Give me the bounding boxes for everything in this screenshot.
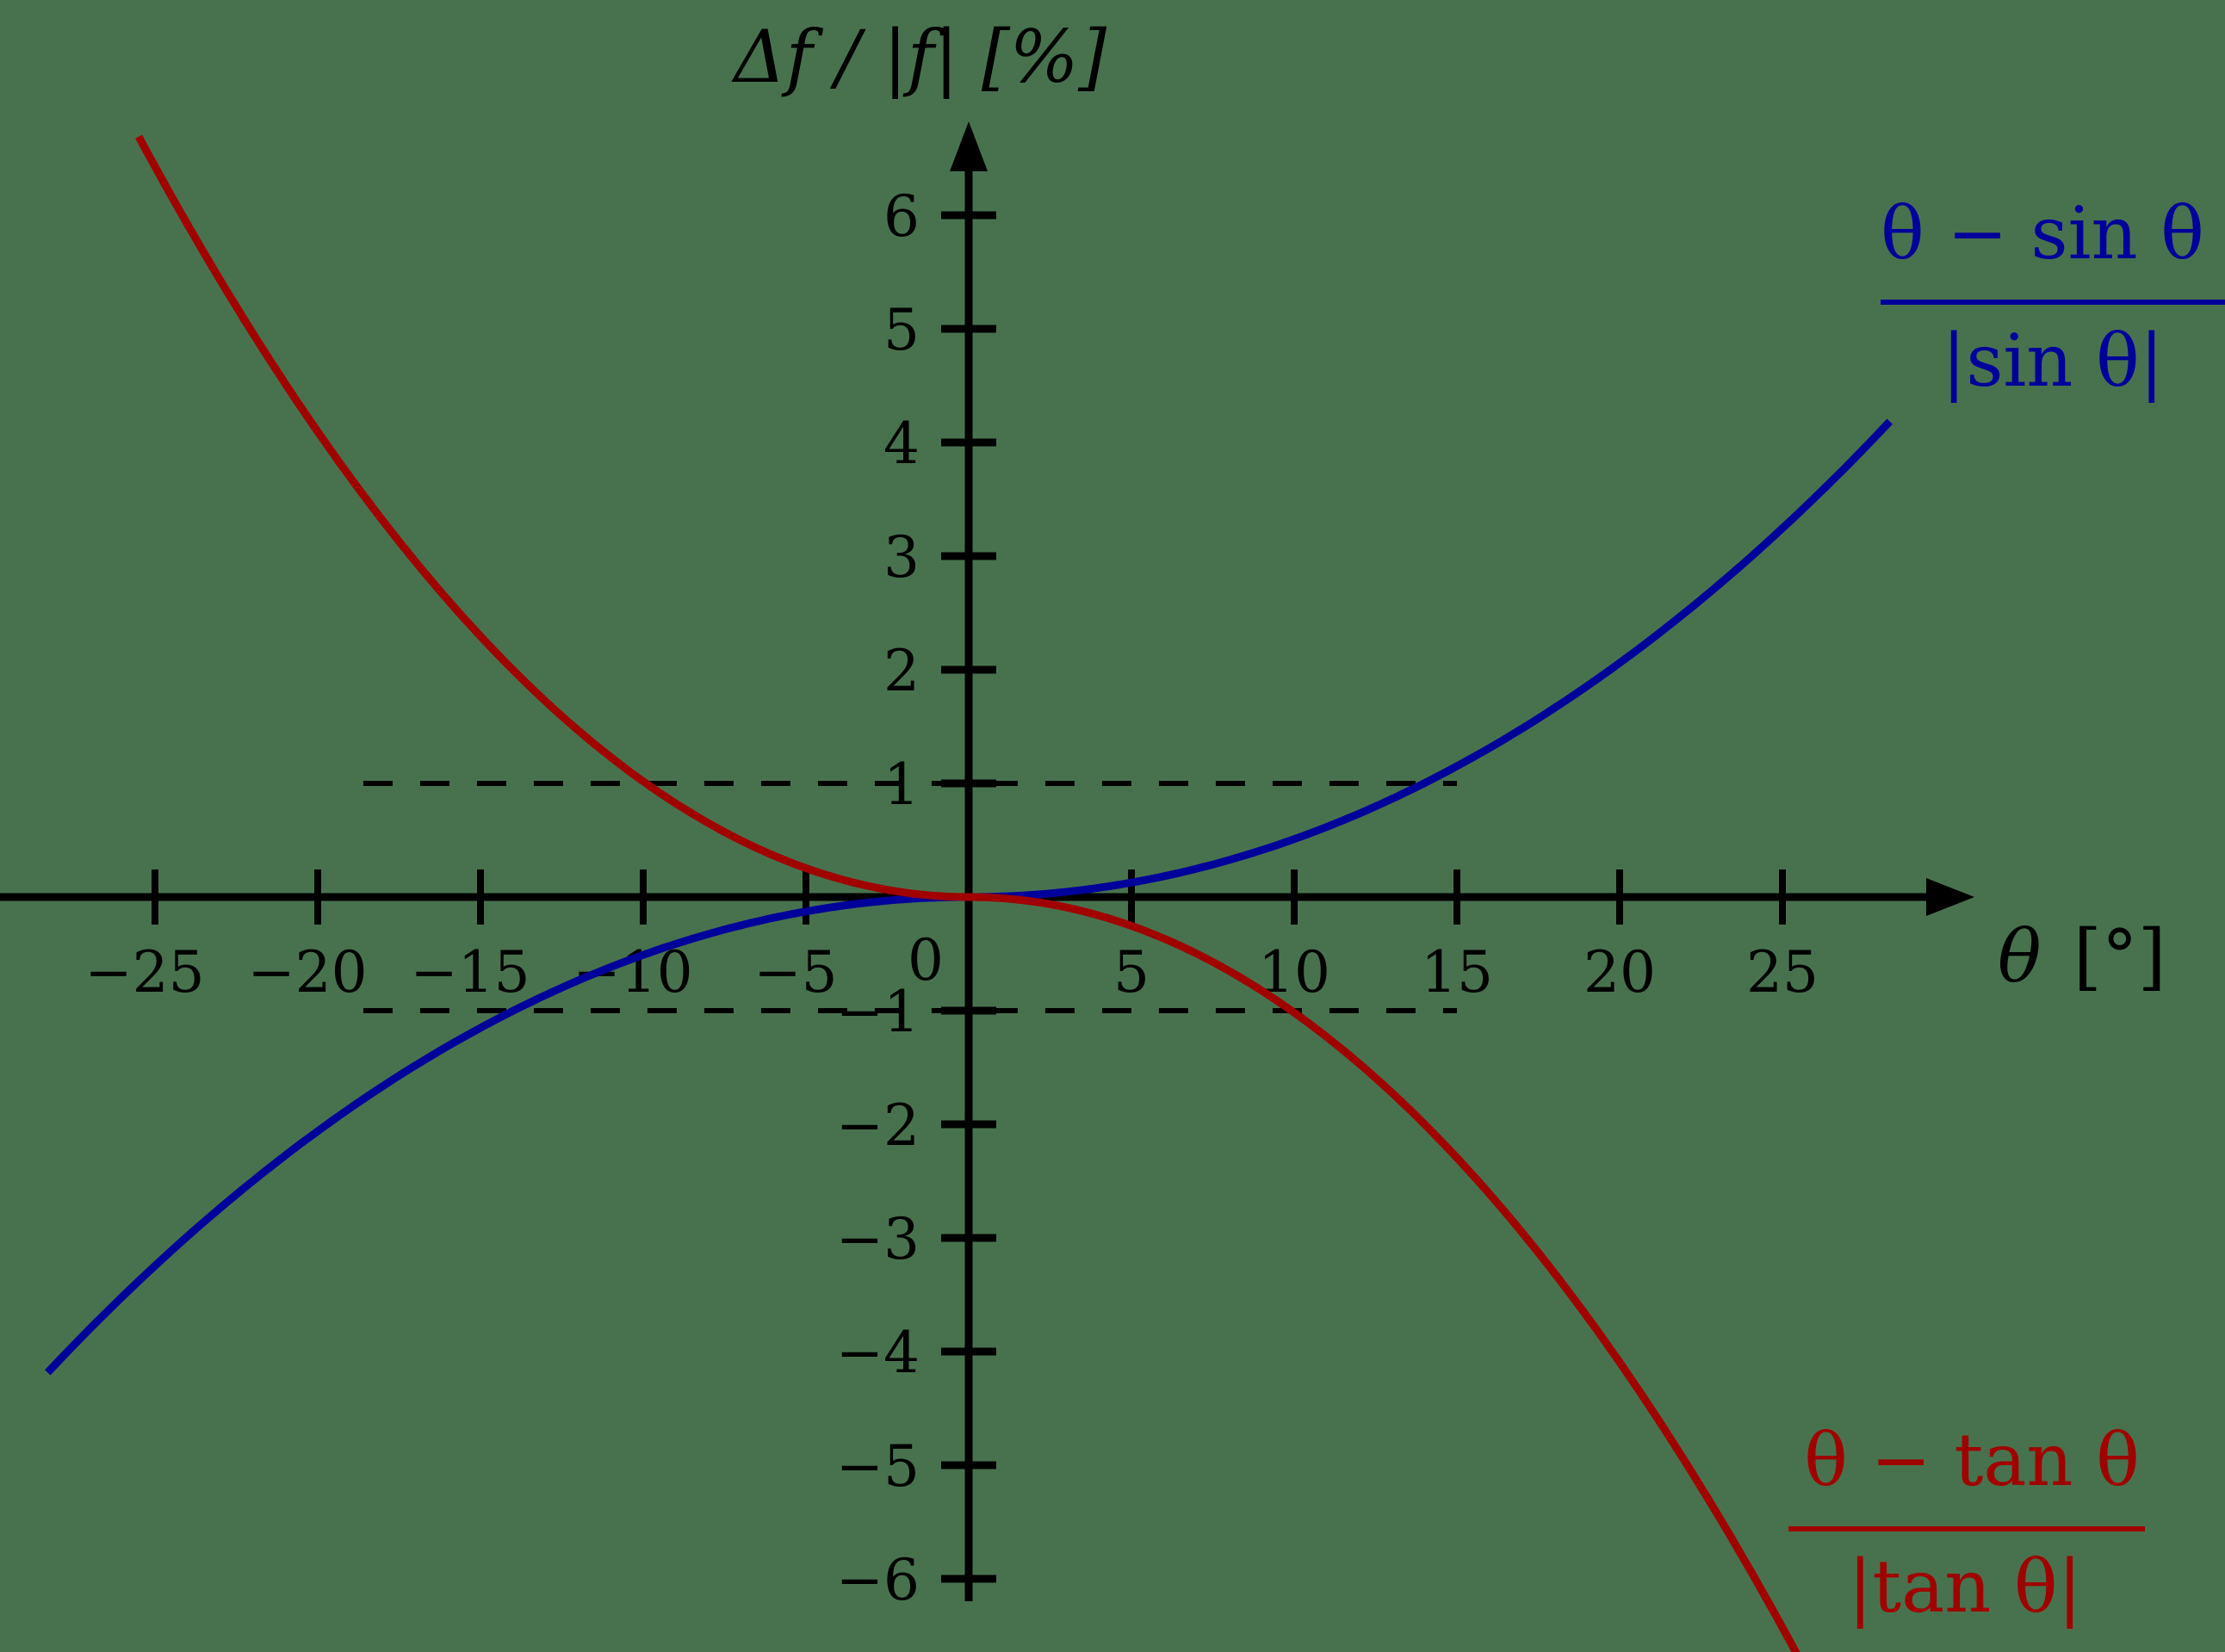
x-tick-label: 25	[1746, 939, 1819, 1005]
x-axis-arrow-icon	[1926, 878, 1974, 916]
y-tick-label: −2	[836, 1092, 920, 1159]
y-axis-title: Δf / |f| [%]	[731, 15, 1106, 99]
y-tick-label: 1	[883, 752, 920, 818]
x-axis-title-theta: θ	[1998, 914, 2042, 999]
x-tick-label: −25	[84, 939, 204, 1005]
legend-sin-denominator: |sin θ|	[1942, 319, 2164, 403]
x-tick-label: −15	[410, 939, 530, 1005]
y-tick-label: 6	[883, 183, 920, 250]
y-tick-label: 5	[883, 297, 920, 363]
x-tick-label: 5	[1113, 939, 1150, 1005]
y-axis	[950, 121, 988, 1601]
y-tick-label: 4	[883, 411, 920, 477]
y-tick-label: 2	[883, 638, 920, 704]
legend-sin-numerator: θ − sin θ	[1881, 191, 2204, 275]
reference-lines	[363, 781, 1457, 1013]
legend-tan: θ − tan θ |tan θ|	[1788, 1418, 2145, 1629]
y-tick-label: −3	[836, 1206, 920, 1272]
y-axis-ticks: −6 −5 −4 −3 −2 −1 1 2 3 4 5 6	[836, 183, 996, 1613]
x-tick-label: 20	[1584, 939, 1656, 1005]
legend-sin: θ − sin θ |sin θ|	[1881, 191, 2225, 403]
y-tick-label: −5	[836, 1433, 920, 1500]
x-tick-label: −5	[753, 939, 837, 1005]
y-tick-label: −6	[836, 1547, 920, 1613]
x-tick-label: −20	[247, 939, 367, 1005]
x-tick-label: 15	[1421, 939, 1493, 1005]
x-tick-label: 0	[908, 927, 944, 993]
x-axis-title-unit: [°]	[2073, 914, 2166, 999]
series-tan-curve	[135, 134, 1800, 1652]
y-axis-arrow-icon	[950, 121, 988, 171]
y-tick-label: 3	[883, 524, 920, 591]
legend-tan-numerator: θ − tan θ	[1804, 1418, 2140, 1502]
y-tick-label: −4	[836, 1320, 920, 1386]
x-axis-ticks: −25 −20 −15 −10 −5 0 5 10 15 20 25	[84, 869, 1819, 1005]
y-tick-label: −1	[836, 979, 920, 1045]
legend-tan-denominator: |tan θ|	[1848, 1544, 2082, 1629]
